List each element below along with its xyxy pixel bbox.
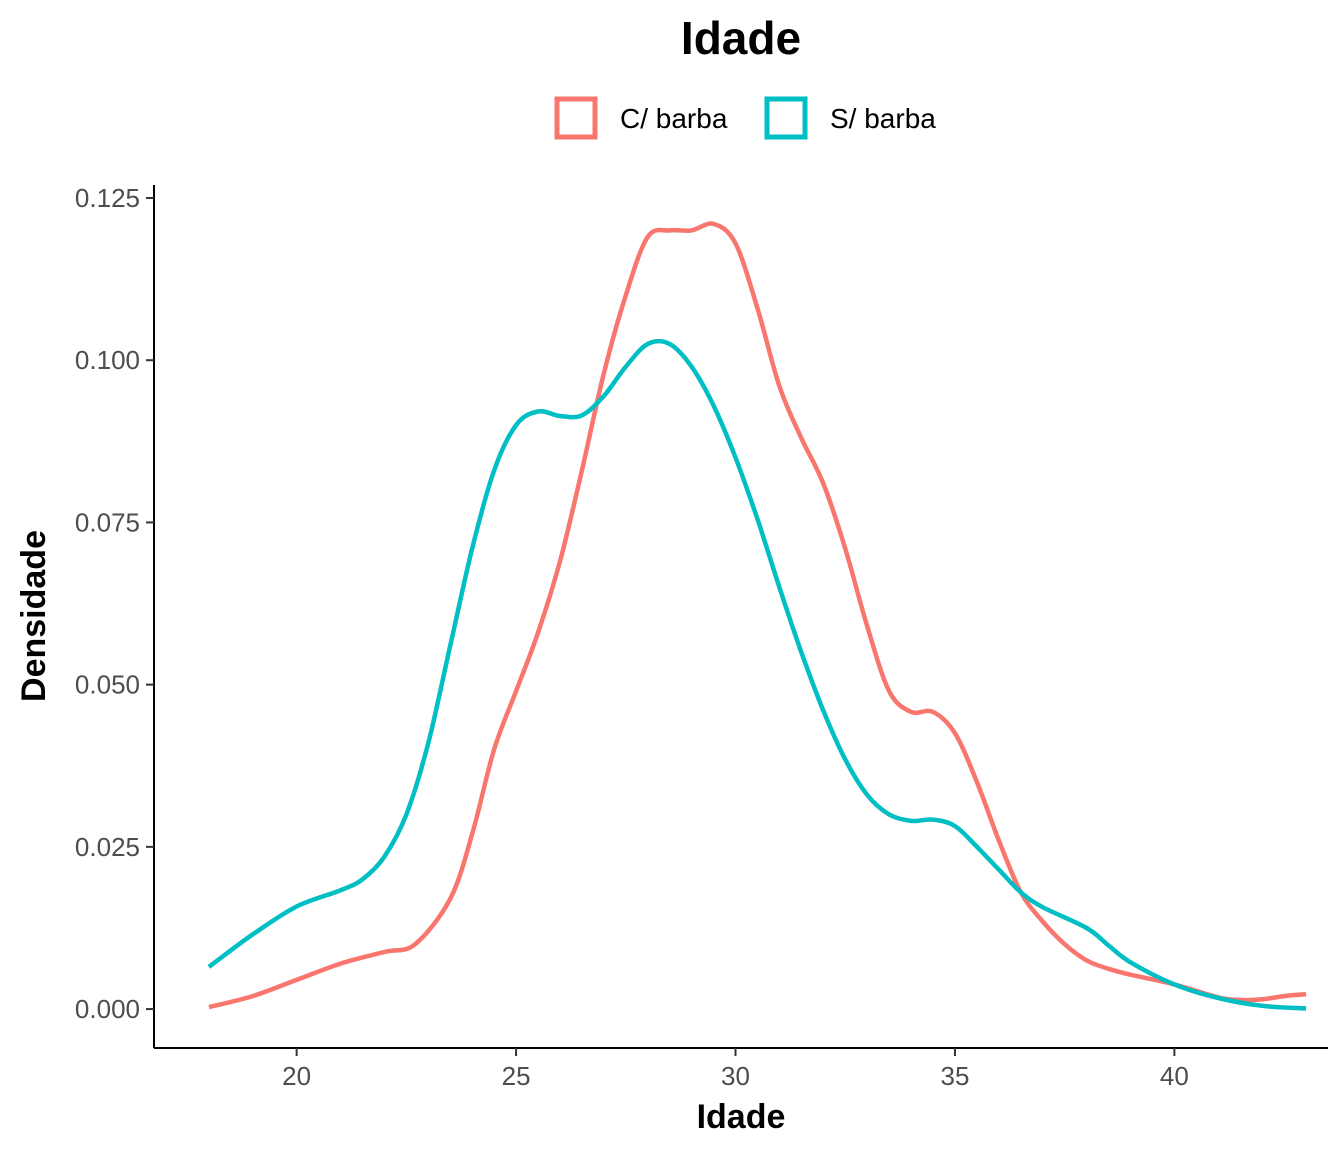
y-tick-label: 0.025 — [75, 832, 140, 862]
y-tick-label: 0.125 — [75, 183, 140, 213]
x-tick-label: 20 — [282, 1061, 311, 1091]
x-tick-label: 25 — [502, 1061, 531, 1091]
legend: C/ barba S/ barba — [554, 96, 936, 140]
density-line-c-barba — [208, 221, 1307, 1010]
y-tick-label: 0.075 — [75, 507, 140, 537]
chart-title: Idade — [681, 12, 801, 64]
legend-label-c-barba: C/ barba — [620, 103, 728, 134]
x-tick-label: 30 — [721, 1061, 750, 1091]
x-tick-label: 40 — [1160, 1061, 1189, 1091]
x-axis: 20 25 30 35 40 — [154, 1047, 1328, 1091]
plot-lines — [207, 221, 1307, 1011]
legend-key-c-barba — [554, 96, 598, 140]
density-line-s-barba — [207, 338, 1307, 1011]
x-tick-label: 35 — [940, 1061, 969, 1091]
legend-label-s-barba: S/ barba — [830, 103, 936, 134]
legend-key-s-barba — [764, 96, 808, 140]
x-axis-title: Idade — [697, 1098, 786, 1136]
y-tick-label: 0.000 — [75, 994, 140, 1024]
y-axis-title: Densidade — [15, 530, 53, 702]
y-axis: 0.000 0.025 0.050 0.075 0.100 0.125 — [75, 183, 155, 1048]
y-tick-label: 0.050 — [75, 670, 140, 700]
y-tick-label: 0.100 — [75, 345, 140, 375]
